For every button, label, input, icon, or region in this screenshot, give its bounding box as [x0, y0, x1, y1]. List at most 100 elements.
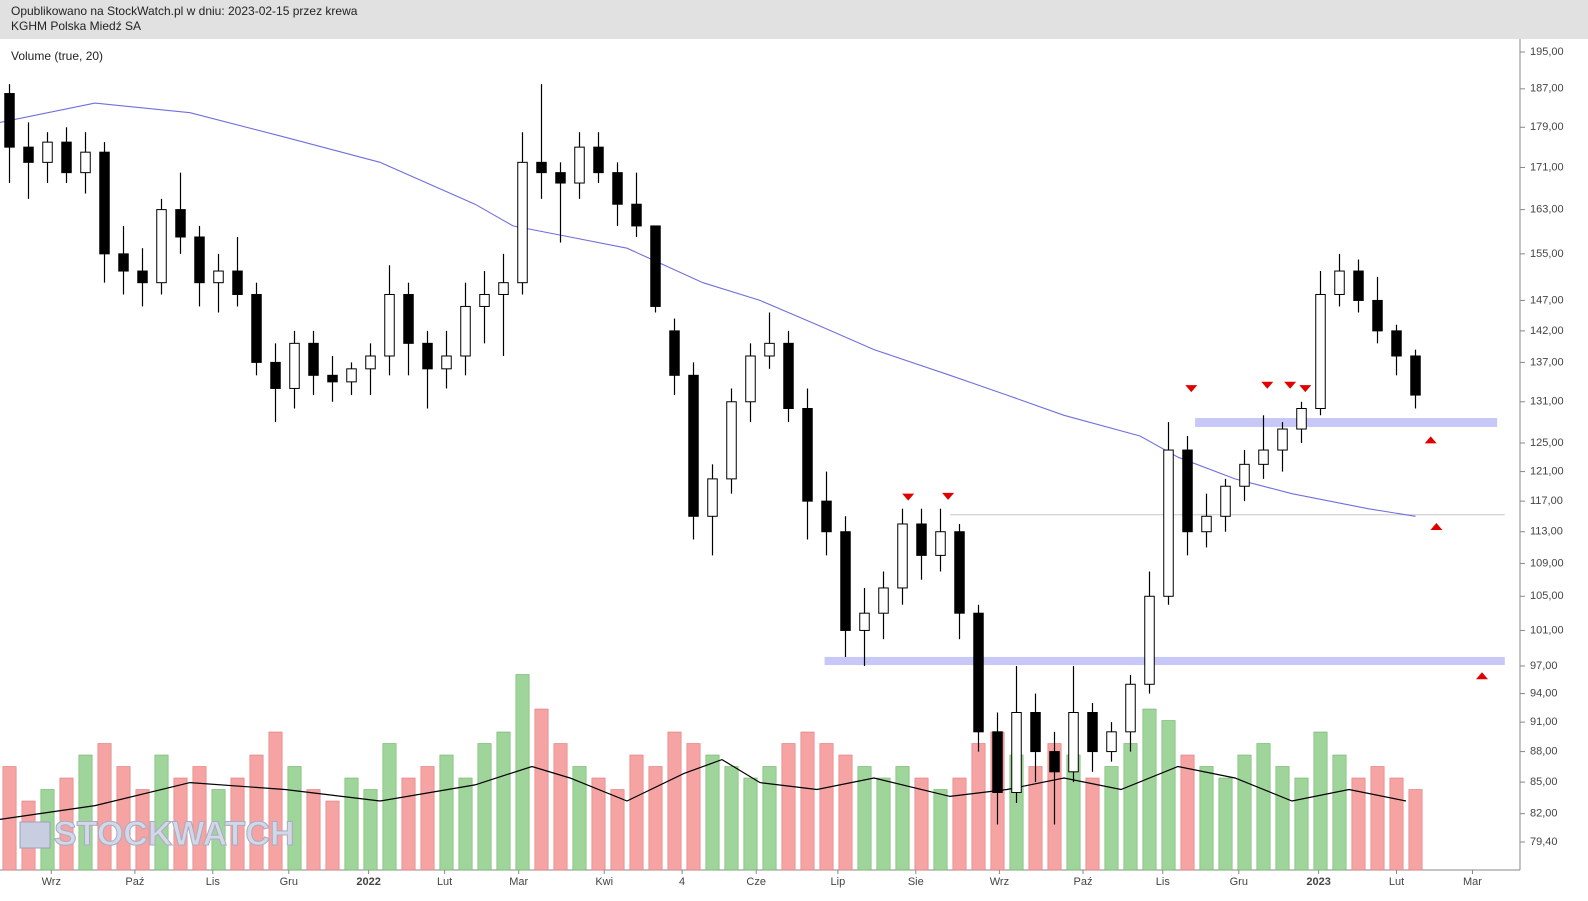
volume-bar [933, 789, 948, 871]
volume-bar [591, 777, 606, 871]
y-tick-label: 91,00 [1530, 716, 1558, 728]
volume-bar [515, 674, 530, 871]
volume-bar [325, 800, 340, 871]
volume-bar [211, 789, 226, 871]
signal-marker [1185, 385, 1198, 393]
signal-marker [1430, 522, 1443, 530]
volume-bar [401, 777, 416, 871]
volume-bar [1294, 777, 1309, 871]
y-tick-label: 82,00 [1530, 808, 1558, 820]
volume-bar [268, 731, 283, 871]
candle-body [1277, 428, 1288, 451]
y-tick-label: 97,00 [1530, 660, 1558, 672]
candle-body [346, 368, 357, 383]
candle-body [669, 330, 680, 376]
volume-bar [78, 754, 93, 871]
volume-bar [420, 766, 435, 871]
x-tick-label: Lut [1389, 876, 1404, 888]
zone [1195, 418, 1498, 427]
candle-body [479, 293, 490, 307]
x-tick-label: Lis [206, 876, 221, 888]
volume-bar [1256, 743, 1271, 871]
candle-body [1239, 463, 1250, 487]
candle-body [460, 305, 471, 357]
x-tick-label: 4 [679, 876, 685, 888]
signal-marker [1476, 672, 1488, 680]
candle-body [1049, 751, 1060, 773]
volume-bar [1370, 766, 1385, 871]
y-tick-label: 88,00 [1530, 745, 1558, 757]
signal-marker [1299, 385, 1312, 393]
y-tick-label: 109,00 [1530, 557, 1564, 569]
candle-body [422, 342, 433, 370]
volume-bar [439, 754, 454, 871]
y-tick-label: 137,00 [1530, 356, 1564, 368]
candle-body [821, 500, 832, 533]
candle-body [327, 374, 338, 383]
candle-body [156, 209, 167, 284]
candle-body [1011, 711, 1022, 793]
y-tick-label: 142,00 [1530, 325, 1564, 337]
candle-body [802, 408, 813, 502]
candle-body [194, 236, 205, 284]
candle-body [555, 172, 566, 184]
x-tick-label: Lis [1156, 876, 1171, 888]
volume-bar [1313, 731, 1328, 871]
y-tick-label: 117,00 [1530, 495, 1563, 507]
volume-bar [1351, 777, 1366, 871]
candle-body [137, 270, 148, 284]
candle-body [1106, 731, 1117, 753]
volume-bar [97, 743, 112, 871]
volume-bar [1332, 754, 1347, 871]
candle-body [764, 342, 775, 357]
x-tick-label: Wrz [990, 876, 1009, 888]
volume-bar [1142, 708, 1157, 871]
volume-bar [876, 777, 891, 871]
volume-bar [173, 777, 188, 871]
candle-body [859, 612, 870, 631]
volume-bar [648, 766, 663, 871]
volume-bar [249, 754, 264, 871]
volume-bar [914, 777, 929, 871]
watermark-text: STOCKWATCH [54, 815, 295, 853]
x-tick-label: Gru [1230, 876, 1248, 888]
y-tick-label: 113,00 [1530, 526, 1563, 538]
volume-bar [1104, 766, 1119, 871]
volume-bar [344, 777, 359, 871]
candle-body [4, 93, 15, 148]
candle-body [783, 342, 794, 410]
x-tick-label: Lut [437, 876, 452, 888]
candle-body [593, 146, 604, 174]
volume-bar [1161, 720, 1176, 871]
signal-marker [1261, 381, 1274, 389]
candle-body [954, 531, 965, 614]
volume-bar [1085, 777, 1100, 871]
candle-body [1220, 485, 1231, 517]
volume-bar [952, 777, 967, 871]
candle-body [1068, 711, 1079, 773]
signal-marker [942, 492, 955, 500]
x-tick-label: 2022 [356, 876, 380, 888]
candle-body [213, 270, 224, 284]
y-tick-label: 147,00 [1530, 294, 1564, 306]
volume-bar [762, 766, 777, 871]
header-line: KGHM Polska Miedź SA [11, 19, 141, 33]
candle-body [1030, 711, 1041, 753]
y-tick-label: 163,00 [1530, 204, 1564, 216]
volume-bar [1237, 754, 1252, 871]
volume-bar [572, 766, 587, 871]
volume-bar [534, 708, 549, 871]
candle-body [403, 293, 414, 344]
header-bar [0, 0, 1588, 39]
candle-body [707, 478, 718, 517]
indicator-label: Volume (true, 20) [11, 49, 103, 63]
x-tick-label: Kwi [595, 876, 613, 888]
volume-bar [382, 743, 397, 871]
candle-body [441, 355, 452, 370]
candle-body [42, 141, 53, 163]
volume-bar [553, 743, 568, 871]
y-tick-label: 101,00 [1530, 624, 1564, 636]
candle-body [1353, 270, 1364, 301]
candle-body [80, 151, 91, 174]
